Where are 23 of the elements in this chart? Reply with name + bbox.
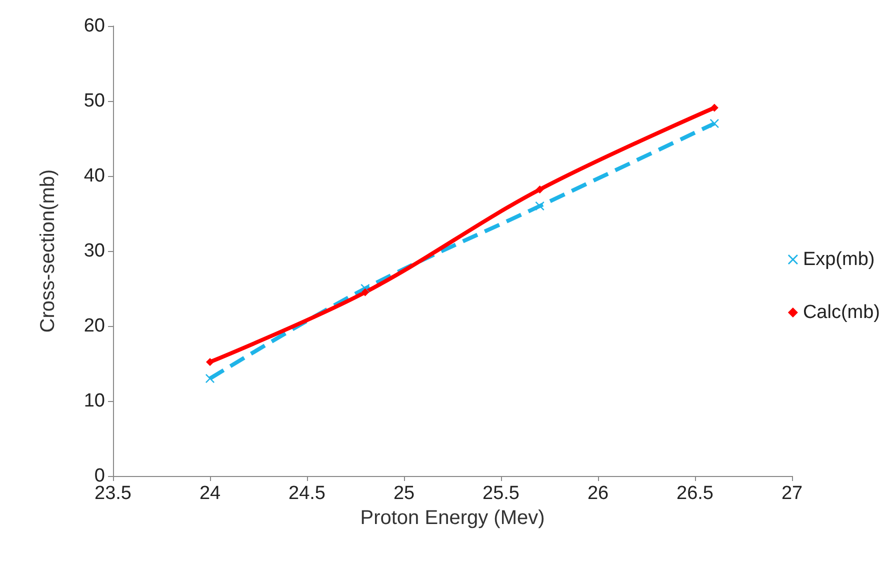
point [536,186,544,194]
point [361,288,370,296]
legend-label: Calc(mb) [802,302,880,323]
x-tick-label: 25 [393,483,415,504]
point [206,358,214,366]
x-axis-title: Proton Energy (Mev) [360,506,545,529]
x-tick-label: 24.5 [288,483,326,504]
y-tick-label: 40 [84,166,105,186]
y-tick-label: 20 [84,316,105,336]
y-tick-label: 50 [84,90,105,112]
y-tick-label: 30 [84,240,105,262]
y-tick-label: 60 [84,16,105,36]
legend-label: Exp(mb) [802,249,875,270]
x-tick-label: 25.5 [482,483,520,504]
x-tick-label: 27 [781,483,803,504]
y-tick-label: 10 [84,390,105,412]
x-tick-label: 26.5 [676,483,714,504]
point [710,104,718,112]
point [710,119,719,128]
point [535,202,544,210]
x-tick-label: 24 [199,483,221,504]
x-tick-label: 26 [587,483,609,504]
y-axis-title: Cross-section(mb) [37,169,59,333]
